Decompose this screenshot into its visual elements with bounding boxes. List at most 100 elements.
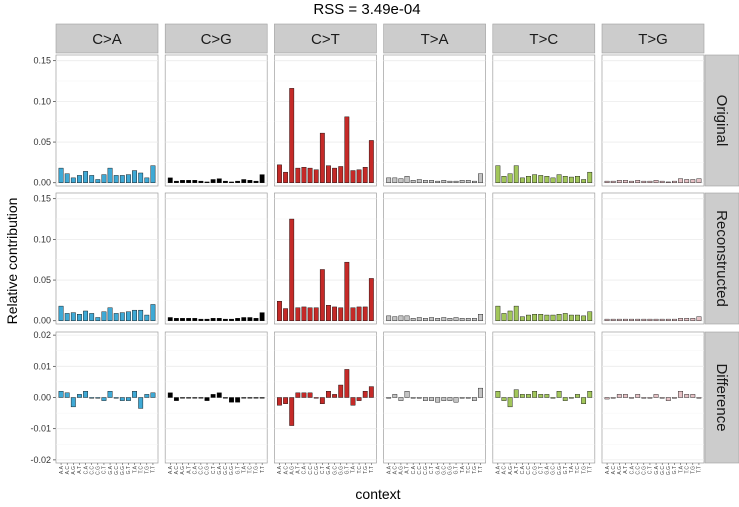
strip-C>G	[164, 23, 268, 54]
bar-Original-T>A-G.A	[435, 180, 441, 183]
bar-Reconstructed-T>A-C.A	[410, 318, 416, 321]
x-tick-label: C.T	[211, 466, 217, 474]
bar-Original-T>A-G.C	[441, 180, 447, 183]
bar-Difference-C>A-G.A	[107, 391, 113, 398]
bar-Difference-C>G-A.G	[180, 397, 185, 399]
bar-Original-C>T-C.T	[319, 132, 325, 183]
bar-Original-C>T-C.A	[301, 167, 307, 183]
bar-Reconstructed-C>T-G.T	[344, 261, 350, 321]
bar-Original-C>G-A.C	[173, 180, 179, 183]
x-tick-label: A.G	[399, 466, 405, 475]
bar-Reconstructed-C>A-C.A	[83, 310, 88, 321]
bar-Original-T>A-A.A	[386, 177, 392, 183]
bar-Difference-T>A-T.T	[478, 387, 483, 398]
x-tick-label: A.G	[180, 466, 186, 475]
row-strip-Reconstructed	[704, 192, 739, 325]
x-tick-label: C.A	[83, 465, 89, 474]
bar-Reconstructed-C>T-G.G	[338, 307, 344, 321]
x-tick-label: C.C	[199, 466, 205, 475]
bar-Reconstructed-T>C-A.G	[507, 310, 513, 321]
bar-Original-T>C-A.T	[513, 165, 519, 183]
bar-Original-C>A-A.G	[70, 177, 76, 183]
bar-Reconstructed-T>G-C.C	[635, 318, 641, 321]
x-tick-label: T.C	[138, 466, 144, 474]
x-tick-label: G.T	[126, 466, 132, 474]
bar-Original-C>A-T.A	[132, 170, 137, 183]
facet-panels: C>A C>G C>T T>A T>C T>G Original 0.00 0.05 0.10 0.…	[30, 23, 739, 475]
x-tick-label: T.G	[254, 466, 260, 474]
y-tick-label: 0.00	[33, 393, 51, 403]
bar-Difference-C>G-T.G	[253, 397, 259, 399]
bar-Difference-T>G-A.G	[616, 394, 622, 398]
bar-Reconstructed-C>G-A.C	[173, 318, 179, 321]
x-tick-label: A.T	[514, 466, 520, 474]
x-tick-label: C.G	[642, 466, 648, 475]
bar-Reconstructed-T>A-T.A	[459, 318, 465, 321]
row-strip-Original	[704, 54, 739, 187]
bar-Original-T>C-G.G	[556, 174, 562, 183]
bar-Reconstructed-C>G-C.A	[192, 318, 198, 321]
bar-Difference-C>G-G.C	[222, 397, 228, 399]
bar-Reconstructed-C>G-C.T	[210, 318, 216, 321]
y-tick-label: 0.02	[33, 330, 51, 340]
x-tick-label: C.G	[96, 466, 102, 475]
x-tick-label: G.T	[235, 466, 241, 474]
bar-Difference-C>G-C.A	[192, 397, 198, 399]
bar-Reconstructed-T>C-T.T	[587, 311, 593, 321]
bar-Reconstructed-T>G-T.C	[684, 318, 690, 321]
bar-Difference-T>A-A.T	[404, 391, 410, 398]
x-tick-label: C.T	[648, 466, 654, 474]
bar-Difference-C>A-T.G	[144, 394, 150, 398]
x-tick-label: C.G	[532, 466, 538, 475]
bar-Difference-C>A-A.C	[64, 392, 70, 398]
x-tick-label: C.G	[423, 466, 429, 475]
bar-Original-C>G-A.G	[180, 180, 185, 183]
bar-Reconstructed-T>A-A.T	[404, 315, 410, 321]
bar-Difference-C>A-G.C	[113, 397, 119, 399]
bar-Difference-T>A-A.A	[386, 397, 392, 399]
bar-Difference-C>T-C.C	[307, 392, 313, 398]
x-tick-label: T.A	[241, 465, 247, 473]
x-tick-label: G.T	[345, 466, 351, 474]
bar-Difference-C>A-A.T	[77, 394, 82, 398]
bar-Difference-C>T-C.G	[313, 397, 319, 399]
bar-Original-C>A-A.C	[64, 173, 70, 183]
bar-Difference-T>C-T.A	[568, 397, 574, 399]
panel-Original-T>C	[492, 54, 596, 187]
bar-Original-T>G-G.C	[659, 180, 665, 183]
bar-Original-T>A-A.C	[392, 177, 398, 183]
x-tick-label: A.G	[508, 466, 514, 475]
bar-Original-C>T-A.G	[289, 88, 295, 183]
bar-Difference-T>A-T.C	[465, 397, 471, 399]
bar-Reconstructed-C>A-C.C	[89, 313, 95, 321]
bar-Original-T>C-T.C	[575, 176, 580, 183]
bar-Original-T>A-A.G	[398, 178, 404, 183]
bar-Original-T>C-C.C	[526, 176, 531, 183]
bar-Difference-C>A-T.A	[132, 391, 137, 398]
bar-Reconstructed-T>G-A.C	[610, 318, 616, 321]
bar-Reconstructed-T>G-G.A	[653, 318, 659, 321]
y-tick-label: 0.15	[33, 56, 51, 66]
bar-Difference-C>T-A.C	[283, 397, 288, 404]
bar-Original-T>A-G.G	[447, 180, 453, 183]
bar-Reconstructed-C>A-T.G	[144, 314, 150, 321]
y-tick-label: 0.05	[33, 275, 51, 285]
bar-Difference-T>A-T.G	[472, 397, 477, 401]
x-tick-label: G.T	[672, 466, 678, 474]
bar-Reconstructed-C>G-A.T	[186, 318, 192, 321]
x-tick-label: A.G	[71, 466, 77, 475]
bar-Difference-C>T-T.T	[368, 386, 374, 398]
bar-Reconstructed-T>C-T.A	[568, 314, 574, 321]
bar-Reconstructed-C>T-A.C	[283, 308, 288, 321]
bar-Reconstructed-C>T-T.T	[368, 278, 374, 321]
bar-Difference-C>G-C.C	[198, 397, 204, 399]
bar-Original-T>G-A.A	[604, 180, 610, 183]
x-tick-label: T.A	[569, 465, 575, 473]
bar-Reconstructed-C>A-C.T	[101, 311, 107, 321]
bar-Difference-C>A-C.G	[95, 397, 101, 399]
bar-Reconstructed-T>C-A.A	[495, 305, 501, 321]
bar-Reconstructed-C>T-T.G	[362, 306, 368, 321]
bar-Original-C>A-G.A	[107, 167, 113, 183]
bar-Difference-C>A-C.A	[83, 391, 88, 398]
x-tick-label: C.G	[314, 466, 320, 475]
